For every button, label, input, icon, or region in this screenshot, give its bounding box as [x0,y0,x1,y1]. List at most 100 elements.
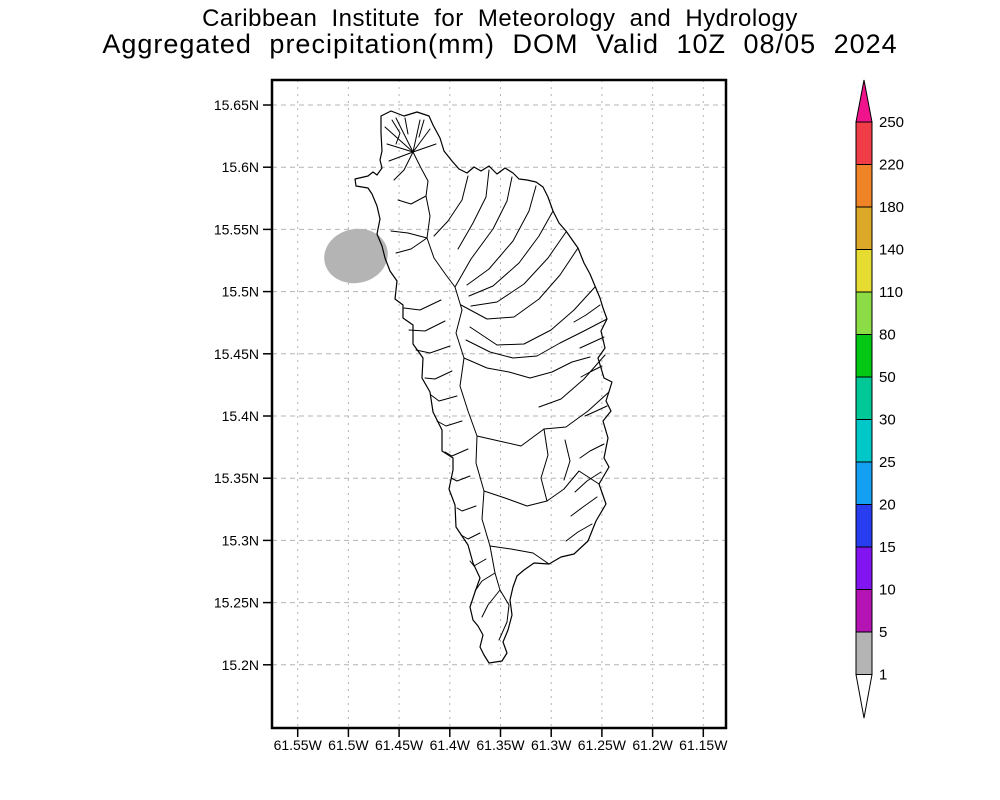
watershed-line [408,320,446,332]
watershed-line [465,318,608,359]
colorbar-label: 110 [879,284,903,301]
colorbar-label: 15 [879,539,896,556]
watershed-line [498,589,510,641]
x-axis-tick-label: 61.4W [430,737,471,753]
watershed-line [436,420,463,427]
watershed-line [468,210,554,297]
colorbar-segment [855,589,873,633]
watershed-line [418,119,425,138]
x-axis-tick-label: 61.15W [679,737,728,753]
colorbar-label: 140 [879,242,904,259]
watershed-line [412,143,437,153]
watershed-line [489,545,550,565]
y-axis-tick-label: 15.2N [222,657,259,673]
x-axis-tick-label: 61.45W [375,737,424,753]
x-axis-tick-label: 61.3W [531,737,572,753]
watershed-line [426,237,456,288]
watershed-line [393,151,414,181]
x-axis-tick-label: 61.35W [476,737,525,753]
watershed-line [450,475,471,482]
y-axis-tick-label: 15.65N [214,97,259,113]
watershed-line [412,151,429,197]
colorbar-segment [855,334,873,378]
watershed-line [395,117,414,153]
colorbar-label: 30 [879,412,896,429]
colorbar-segment [855,546,873,590]
y-axis-tick-label: 15.35N [214,470,259,486]
colorbar-segment [855,631,873,675]
colorbar-label: 180 [879,199,904,216]
x-axis-tick-label: 61.55W [274,737,323,753]
precipitation-blob [324,228,388,284]
watershed-line [463,356,591,379]
watershed-line [412,128,431,153]
watershed-line [570,496,598,517]
watershed-line [476,428,545,447]
watershed-line [466,185,537,286]
y-axis-tick-label: 15.55N [214,221,259,237]
watershed-line [412,119,421,153]
colorbar-segment [855,121,873,165]
y-axis-tick-label: 15.5N [222,284,259,300]
watershed-line [415,345,451,354]
colorbar-arrow-top [855,79,873,123]
colorbar-segment [855,249,873,293]
watershed-line [403,299,442,311]
colorbar-segment [855,164,873,208]
colorbar-label: 220 [879,157,904,174]
watershed-line [573,304,601,323]
colorbar-segment [855,291,873,335]
colorbar-segment [855,206,873,250]
x-axis-tick-label: 61.2W [632,737,673,753]
watershed-line [584,405,608,417]
colorbar-label: 20 [879,497,896,514]
watershed-line [456,505,477,512]
watershed-line [391,119,401,145]
watershed-line [543,391,610,430]
watershed-line [460,247,579,320]
watershed-line [384,126,414,153]
watershed-line [397,195,427,205]
colorbar-segment [855,504,873,548]
y-axis-tick-label: 15.25N [214,595,259,611]
watershed-line [424,370,453,380]
island-outline [354,110,613,664]
y-axis-tick-label: 15.3N [222,532,259,548]
watershed-line [460,532,481,540]
watershed-line [430,394,458,402]
watershed-line [579,443,605,459]
y-axis-tick-label: 15.6N [222,159,259,175]
watershed-line [481,589,501,618]
watershed-line [444,448,469,457]
watershed-line [540,428,549,502]
watershed-line [574,471,602,493]
watershed-line [474,572,496,592]
watershed-line [425,195,431,239]
watershed-line [395,237,428,254]
colorbar-segment [855,461,873,505]
colorbar-label: 10 [879,582,896,599]
watershed-line [454,176,513,288]
colorbar-label: 25 [879,454,896,471]
watershed-line [457,169,490,250]
watershed-line [580,365,603,378]
watershed-line [563,439,571,481]
figure-title-line1: Caribbean Institute for Meteorology and … [202,5,798,32]
watershed-line [433,175,469,237]
watershed-line [565,523,593,542]
colorbar-label: 1 [879,667,887,684]
colorbar-label: 50 [879,369,896,386]
watershed-line [404,117,409,135]
colorbar-label: 5 [879,624,887,641]
colorbar-arrow-bottom [855,674,873,719]
x-axis-tick-label: 61.25W [578,737,627,753]
map-frame [270,78,728,730]
y-axis-tick-label: 15.45N [214,346,259,362]
watershed-line [469,286,596,346]
watershed-line [579,336,605,349]
watershed-line [470,231,567,307]
x-axis-tick-label: 61.5W [328,737,369,753]
colorbar-segment [855,376,873,420]
